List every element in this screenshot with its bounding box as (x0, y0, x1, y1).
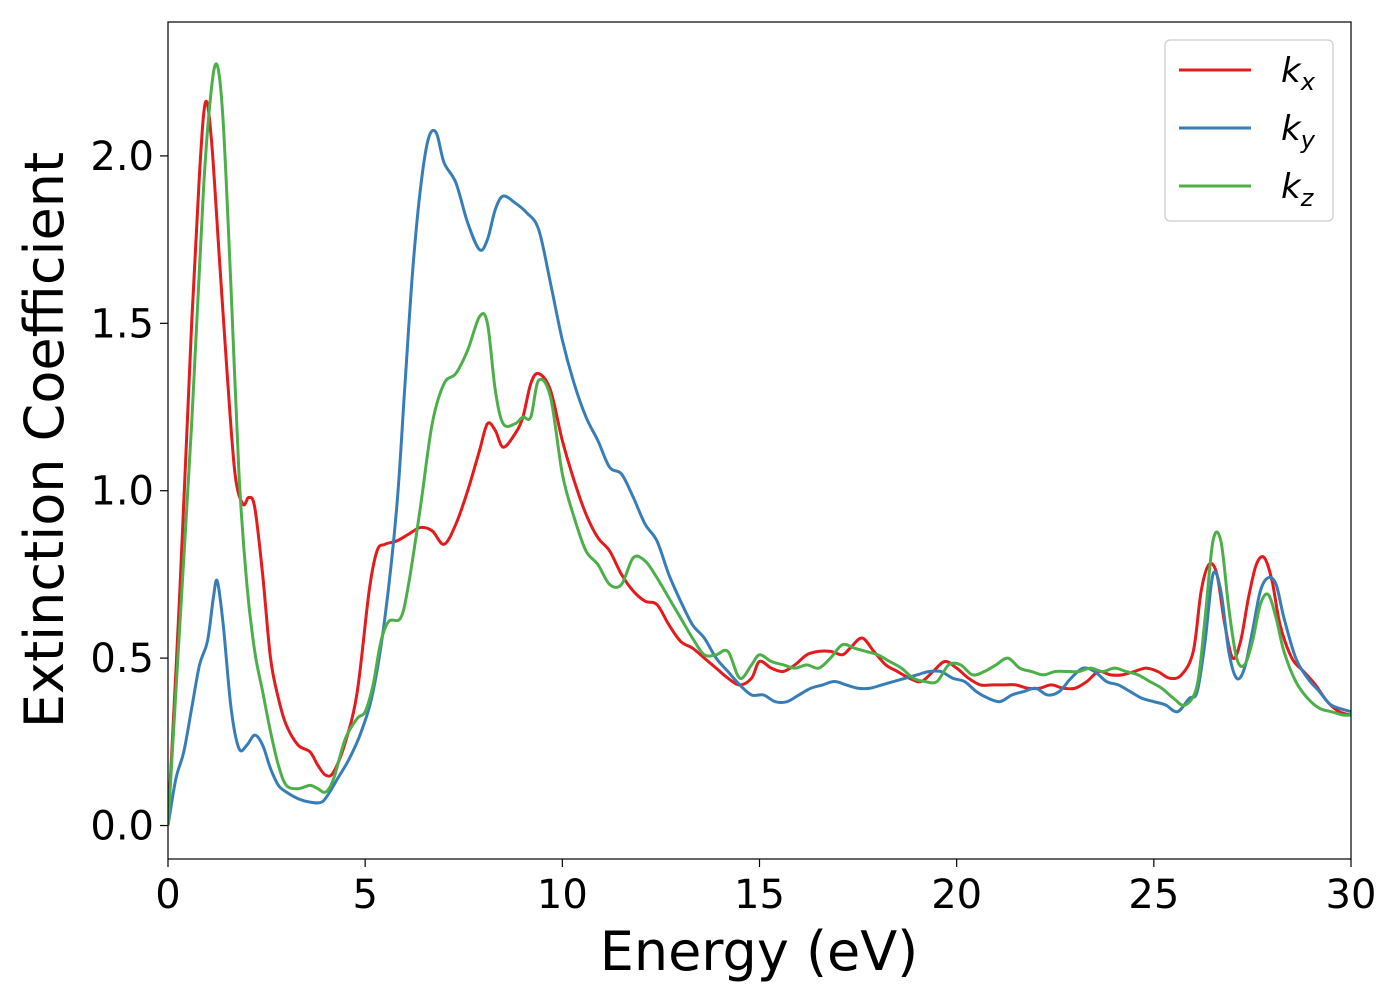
x-tick-label: 10 (537, 872, 588, 918)
y-tick-label: 1.0 (90, 469, 154, 515)
series-line-y (168, 128, 1351, 826)
legend-label-y: ky (1281, 109, 1316, 154)
x-tick-label: 20 (931, 872, 982, 918)
series-layer (168, 62, 1351, 826)
x-tick-label: 25 (1128, 872, 1179, 918)
legend-label-z: kz (1281, 167, 1315, 212)
x-axis-ticks: 0 5 10 15 20 25 30 (155, 859, 1376, 918)
x-tick-label: 0 (155, 872, 180, 918)
series-line-z (168, 62, 1351, 826)
x-axis-title: Energy (eV) (600, 920, 919, 983)
y-tick-label: 0.0 (90, 804, 154, 850)
x-tick-label: 5 (352, 872, 377, 918)
series-line-x (168, 99, 1351, 826)
y-tick-label: 1.5 (90, 301, 154, 347)
y-axis-ticks: 0.0 0.5 1.0 1.5 2.0 (90, 134, 168, 850)
legend-box (1164, 39, 1334, 222)
x-tick-label: 30 (1326, 872, 1377, 918)
legend: kx ky kz (1164, 39, 1334, 222)
x-tick-label: 15 (734, 872, 785, 918)
y-tick-label: 2.0 (90, 134, 154, 180)
y-tick-label: 0.5 (90, 636, 154, 682)
y-axis-title: Extinction Coefficient (13, 152, 76, 728)
legend-label-x: kx (1281, 51, 1316, 96)
